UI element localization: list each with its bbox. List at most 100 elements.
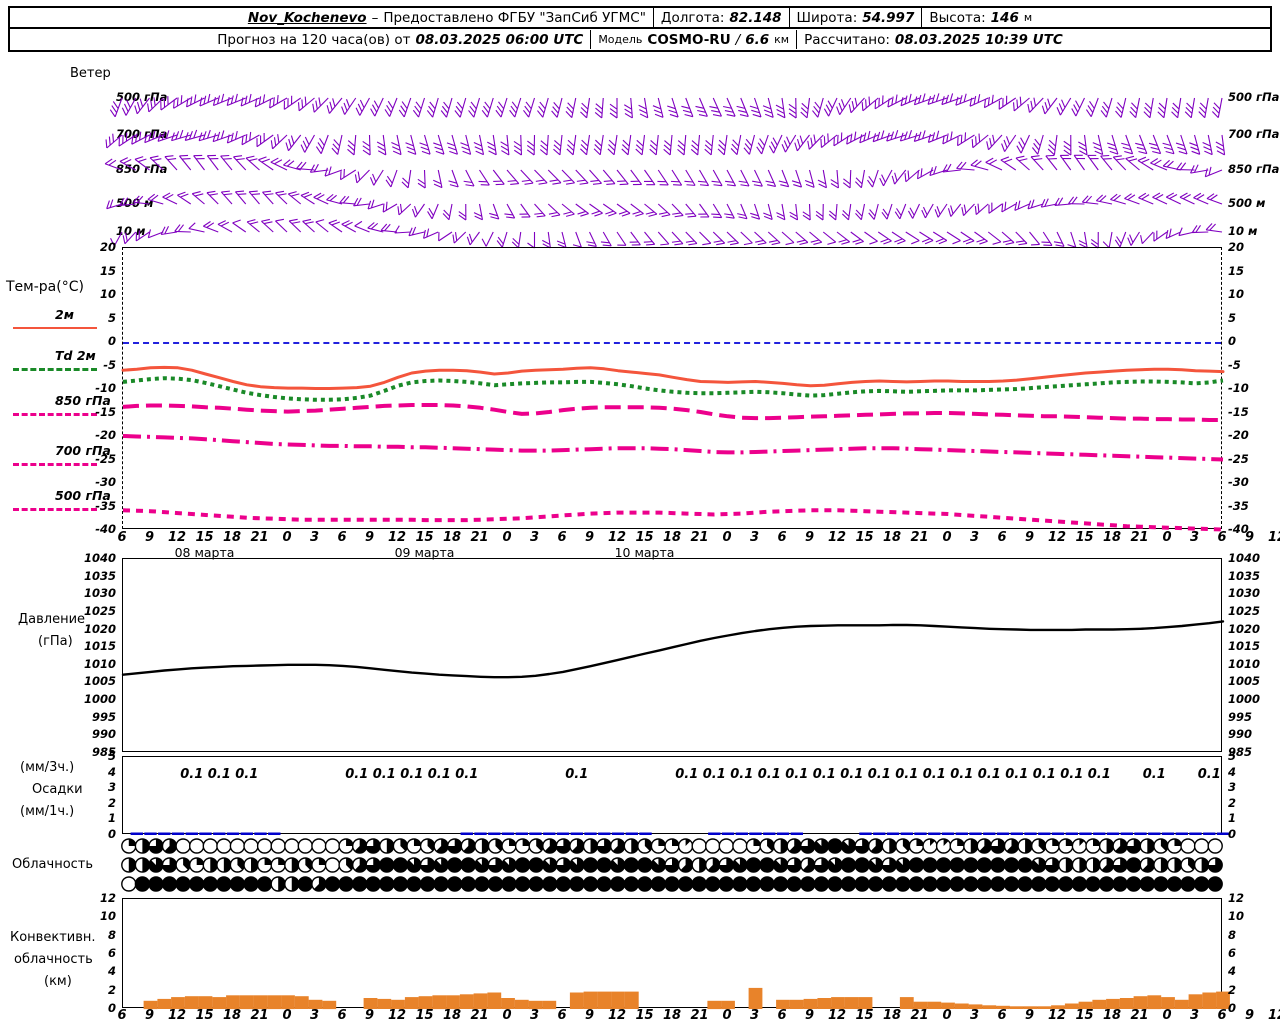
cloud-symbol	[1112, 838, 1128, 854]
time-tick-label-bottom-38: 0	[1162, 1008, 1172, 1023]
time-tick-label-bottom-29: 21	[910, 1008, 929, 1023]
cloud-symbol	[772, 838, 789, 854]
cloud-symbol	[528, 838, 544, 854]
convective-cloud-bar	[308, 999, 323, 1009]
cloud-symbol	[419, 857, 436, 873]
cloud-symbol	[1044, 876, 1060, 892]
precipitation-amount-label-5: 0.1	[400, 767, 424, 782]
precipitation-amount-label-24: 0.1	[1087, 767, 1111, 782]
time-tick-label-bottom-7: 3	[309, 1008, 320, 1023]
precipitation-bar	[1065, 832, 1078, 835]
cloud-symbol	[881, 876, 897, 892]
cloud-symbol	[691, 876, 707, 892]
time-tick-label-bottom-21: 21	[690, 1008, 709, 1023]
cloud-symbol	[881, 838, 897, 854]
precipitation-bar	[1038, 832, 1051, 835]
cloud-symbol	[623, 838, 639, 854]
precipitation-bar	[1120, 832, 1133, 835]
time-tick-label-5: 21	[250, 530, 269, 545]
cloud-symbol	[134, 876, 151, 892]
cloud-symbol	[202, 876, 219, 892]
cloud-symbol	[243, 857, 259, 873]
time-tick-label-bottom-6: 0	[282, 1008, 292, 1023]
cloud-symbol	[351, 838, 368, 854]
time-tick-label-bottom-28: 18	[882, 1008, 902, 1023]
precipitation-amount-label-14: 0.1	[812, 767, 836, 782]
model-slash: /	[735, 31, 741, 48]
pressure-tick-left-7: 1005	[83, 674, 116, 689]
time-tick-label-bottom-40: 6	[1217, 1008, 1227, 1023]
cloud-symbol	[1139, 857, 1156, 873]
cloud-symbol	[650, 838, 667, 854]
pressure-tick-left-5: 1015	[83, 639, 116, 654]
temperature-tick-left-0: 20	[99, 240, 116, 254]
precipitation-bar	[1148, 832, 1161, 835]
precip-title-3: (мм/1ч.)	[20, 804, 75, 819]
cloud-symbol	[406, 838, 422, 854]
time-tick-label-8: 6	[337, 530, 347, 545]
convective-cloud-bar	[487, 992, 502, 1009]
time-tick-label-bottom-13: 21	[470, 1008, 489, 1023]
time-tick-label-bottom-36: 18	[1102, 1008, 1122, 1023]
cloud-symbol	[827, 838, 843, 854]
precipitation-bar	[144, 832, 157, 835]
convective-tick-right-5: 2	[1228, 982, 1237, 997]
precip-tick-right-4: 1	[1228, 811, 1237, 826]
cloud-symbol	[908, 876, 925, 892]
precipitation-amount-label-2: 0.1	[235, 767, 259, 782]
convective-cloud-bar	[1133, 996, 1148, 1009]
calc-time: 08.03.2025 10:39 UTC	[894, 31, 1063, 48]
cloud-symbol	[134, 857, 151, 873]
convective-cloud-bar	[1078, 1001, 1093, 1009]
cloud-symbol	[514, 876, 531, 892]
cloud-symbol	[270, 876, 286, 892]
cloud-symbol	[148, 857, 164, 873]
convective-cloud-bar	[459, 994, 474, 1009]
cloud-symbol	[963, 857, 979, 873]
precipitation-bar	[749, 832, 762, 835]
convective-cloud-bar	[1064, 1003, 1079, 1009]
time-tick-label-bottom-2: 12	[167, 1008, 187, 1023]
model-resolution: 6.6	[745, 31, 770, 48]
convective-tick-right-2: 8	[1228, 927, 1237, 942]
cloud-symbol	[664, 876, 680, 892]
temperature-tick-left-8: -20	[95, 428, 116, 442]
precipitation-amount-label-26: 0.1	[1197, 767, 1221, 782]
time-tick-label-29: 21	[910, 530, 929, 545]
precipitation-bar	[199, 832, 212, 835]
cloud-symbol	[1085, 857, 1101, 873]
cloud-symbol	[1207, 876, 1223, 892]
precipitation-bars	[130, 832, 1230, 835]
cloud-symbol	[1166, 838, 1183, 854]
cloud-symbol	[542, 876, 558, 892]
cloud-symbol	[379, 876, 395, 892]
model-cell: Модель COSMO-RU / 6.6 км	[591, 32, 796, 48]
cloud-symbol	[922, 876, 938, 892]
cloud-symbol	[528, 857, 544, 873]
precipitation-amount-label-16: 0.1	[867, 767, 891, 782]
cloud-symbol	[256, 876, 273, 892]
time-tick-label-31: 3	[969, 530, 980, 545]
cloud-symbol	[895, 876, 911, 892]
cloud-symbol	[786, 857, 802, 873]
precipitation-amount-label-11: 0.1	[730, 767, 754, 782]
temperature-curves	[121, 365, 1225, 532]
convective-cloud-bar	[377, 998, 392, 1009]
cloud-symbol	[610, 838, 626, 854]
cloud-symbol	[188, 857, 205, 873]
cloud-symbol	[1031, 876, 1047, 892]
convective-cloud-bar	[941, 1002, 955, 1009]
cloud-symbol	[1003, 857, 1020, 873]
precipitation-bar	[268, 832, 281, 835]
altitude-value: 146	[990, 9, 1019, 26]
cloud-symbol	[813, 838, 830, 854]
convective-title-2: облачность	[14, 952, 93, 967]
cloud-symbol	[1058, 876, 1074, 892]
convective-cloud-bar	[789, 999, 804, 1009]
convective-cloud-bar	[363, 998, 378, 1009]
temperature-tick-right-12: -40	[1228, 522, 1249, 536]
time-tick-label-bottom-39: 3	[1189, 1008, 1200, 1023]
cloud-symbol	[501, 857, 517, 873]
cloud-symbol	[338, 876, 354, 892]
temperature-tick-left-7: -15	[95, 404, 116, 419]
